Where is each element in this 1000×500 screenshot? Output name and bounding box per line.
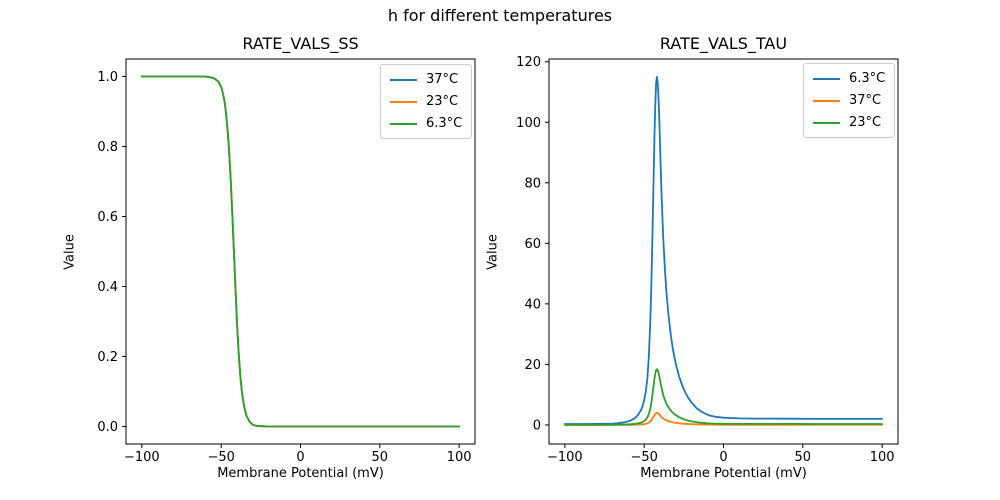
x-tick-label: 100 [870,450,895,465]
legend-line-swatch [813,99,840,102]
y-tick-label: 0.4 [97,280,118,295]
x-tick-label: 50 [372,450,389,465]
y-tick-label: 80 [524,176,541,191]
y-tick-label: 0.6 [97,210,118,225]
legend-label: 37°C [426,72,459,87]
legend-label: 6.3°C [426,116,463,131]
y-axis-label-ss: Value [62,234,78,270]
x-tick-label: 50 [795,450,812,465]
figure-title: h for different temperatures [387,6,613,25]
y-tick-label: 100 [516,116,541,131]
y-axis-label-tau: Value [485,234,501,270]
y-tick-label: 0.0 [97,420,118,435]
x-tick-label: −50 [630,450,657,465]
legend-label: 23°C [849,115,882,130]
legend-line-swatch [390,122,417,125]
y-tick-label: 40 [524,297,541,312]
y-tick-label: 120 [516,55,541,70]
legend-ss: 37°C 23°C 6.3°C [380,64,473,139]
y-tick-label: 0.2 [97,350,118,365]
y-tick-label: 20 [524,358,541,373]
legend-label: 23°C [426,94,459,109]
legend-entry-37-c: 37°C [813,92,885,109]
series-line-rate-vals-tau-37-c [564,411,883,426]
legend-line-swatch [813,121,840,124]
x-axis-label-tau: Membrane Potential (mV) [640,466,807,481]
series-line-rate-vals-tau-6.3-c [564,76,883,425]
x-tick-label: −50 [207,450,234,465]
y-tick-label: 0.8 [97,140,118,155]
legend-entry-23-c: 23°C [813,114,885,131]
y-tick-label: 0 [533,418,541,433]
legend-tau: 6.3°C 37°C 23°C [803,63,896,138]
legend-entry-23-c: 23°C [390,93,462,110]
legend-entry-6.3-c: 6.3°C [390,115,462,132]
x-tick-label: −100 [547,450,583,465]
legend-line-swatch [390,78,417,81]
legend-line-swatch [813,77,840,80]
x-tick-label: −100 [124,450,160,465]
legend-line-swatch [390,100,417,103]
series-line-rate-vals-tau-23-c [564,368,883,426]
legend-label: 37°C [849,93,882,108]
subplot-title-ss: RATE_VALS_SS [242,34,359,53]
y-tick-label: 1.0 [97,70,118,85]
x-axis-label-ss: Membrane Potential (mV) [217,466,384,481]
x-tick-label: 100 [447,450,472,465]
x-tick-label: 0 [296,450,304,465]
series-line-rate-vals-ss-6.3-c [140,75,461,428]
x-tick-label: 0 [719,450,727,465]
legend-label: 6.3°C [849,71,886,86]
legend-entry-6.3-c: 6.3°C [813,70,885,87]
y-tick-label: 60 [524,237,541,252]
legend-entry-37-c: 37°C [390,71,462,88]
subplot-title-tau: RATE_VALS_TAU [659,34,788,53]
